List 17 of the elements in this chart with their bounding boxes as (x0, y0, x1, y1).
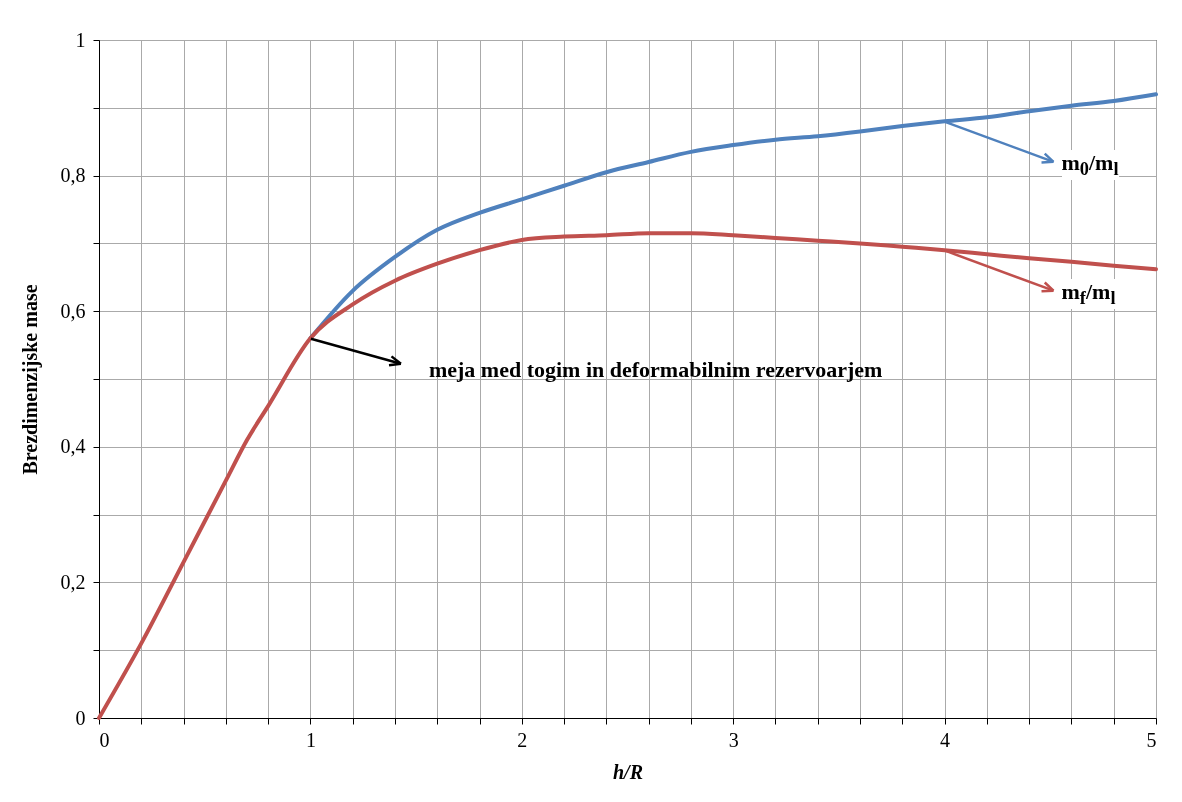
x-axis-title: h/R (612, 760, 644, 783)
x-tick-label: 3 (728, 728, 739, 751)
x-tick-label: 5 (1146, 728, 1157, 751)
y-tick-label: 1 (75, 28, 86, 51)
y-tick-label: 0,4 (60, 435, 86, 458)
y-tick-label: 0,2 (60, 570, 86, 593)
legend-label: m$_{0}$/m$_{l}$ (1061, 149, 1119, 181)
y-axis-title: Brezdimenzijske mase (18, 284, 42, 475)
x-tick-label: 1 (305, 728, 316, 751)
x-tick-label: 4 (940, 728, 951, 751)
y-tick-label: 0,6 (60, 299, 86, 322)
y-tick-label: 0 (75, 706, 86, 729)
annotation: meja med togim in deformabilnim rezervoarjem (428, 356, 883, 383)
x-tick-label: 0 (99, 728, 110, 751)
y-tick-label: 0,8 (60, 164, 86, 187)
x-tick-label: 2 (517, 728, 528, 751)
legend-label: m$_{f}$/m$_{l}$ (1061, 278, 1116, 310)
